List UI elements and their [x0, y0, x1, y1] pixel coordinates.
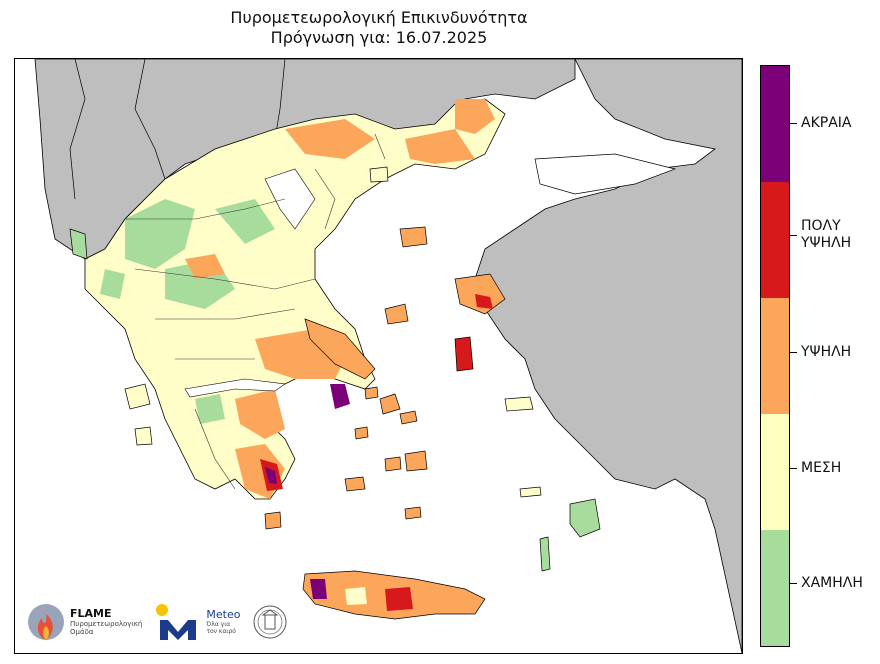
island-naxos [404, 450, 428, 472]
island-santorini [404, 506, 422, 520]
logos-strip: FLAME Πυρομετεωρολογική Ομάδα Meteo Όλα … [26, 595, 288, 649]
map-svg [34, 59, 742, 653]
flame-logo-sub1: Πυρομετεωρολογική [70, 620, 143, 628]
legend-label-very-high: ΠΟΛΥ ΥΨΗΛΗ [790, 218, 870, 252]
island-tinos [399, 410, 418, 425]
legend-label-low: ΧΑΜΗΛΗ [790, 575, 863, 592]
meteo-logo-name: Meteo [206, 608, 241, 621]
observatory-logo [252, 604, 288, 640]
map-title: Πυρομετεωρολογική Επικινδυνότητα Πρόγνωσ… [14, 8, 744, 48]
turkey [474, 59, 742, 653]
island-evia [304, 318, 376, 380]
island-kefalonia [124, 383, 151, 410]
map-panel [14, 58, 743, 654]
island-skyros [384, 303, 409, 325]
observatory-seal-icon [253, 605, 287, 639]
island-milos [344, 476, 366, 492]
meteo-logo: Meteo Όλα για τον καιρό [154, 602, 240, 642]
legend-swatch-low [761, 530, 789, 646]
island-zakynthos [134, 426, 153, 446]
legend-swatch-medium [761, 414, 789, 530]
island-andros [379, 393, 401, 415]
island-thasos [369, 166, 389, 183]
meteo-logo-icon [156, 604, 197, 640]
legend-colorbar [760, 65, 790, 647]
island-corfu [69, 228, 88, 260]
island-karpathos [539, 536, 551, 572]
flame-logo: FLAME Πυρομετεωρολογική Ομάδα [26, 600, 142, 644]
island-rhodes [569, 498, 601, 538]
title-line-1: Πυρομετεωρολογική Επικινδυνότητα [230, 8, 528, 27]
legend-swatch-extreme [761, 66, 789, 182]
island-kythira [264, 511, 282, 530]
island-lesvos [454, 273, 506, 315]
flame-logo-name: FLAME [70, 607, 112, 620]
island-kos [519, 486, 542, 498]
sea-of-marmara [534, 153, 677, 195]
legend-label-high: ΥΨΗΛΗ [790, 344, 851, 361]
legend-labels: ΧΑΜΗΛΗ ΜΕΣΗ ΥΨΗΛΗ ΠΟΛΥ ΥΨΗΛΗ ΑΚΡΑΙΑ [790, 65, 880, 645]
legend-swatch-high [761, 298, 789, 414]
greek-islands [69, 166, 601, 620]
island-paros [384, 456, 402, 472]
meteo-logo-sub1: Όλα για [206, 621, 231, 628]
flame-logo-sub2: Ομάδα [70, 628, 94, 636]
flame-logo-icon [28, 604, 64, 640]
title-line-2: Πρόγνωση για: 16.07.2025 [270, 28, 488, 47]
island-samos [504, 396, 534, 412]
meteo-logo-sub2: τον καιρό [206, 628, 236, 635]
legend-swatch-very-high [761, 182, 789, 298]
legend-label-extreme: ΑΚΡΑΙΑ [790, 115, 851, 132]
legend-label-medium: ΜΕΣΗ [790, 460, 841, 477]
island-chios [454, 336, 474, 372]
island-lemnos [399, 226, 428, 248]
